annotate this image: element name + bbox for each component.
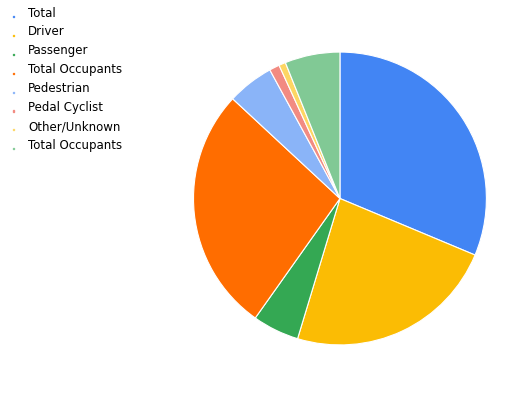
Wedge shape [286,52,340,198]
Wedge shape [194,99,340,318]
Wedge shape [340,52,486,255]
Wedge shape [255,198,340,339]
Wedge shape [233,70,340,198]
Wedge shape [298,198,475,345]
Legend: Total, Driver, Passenger, Total Occupants, Pedestrian, Pedal Cyclist, Other/Unkn: Total, Driver, Passenger, Total Occupant… [9,3,126,156]
Wedge shape [270,66,340,198]
Wedge shape [279,63,340,198]
